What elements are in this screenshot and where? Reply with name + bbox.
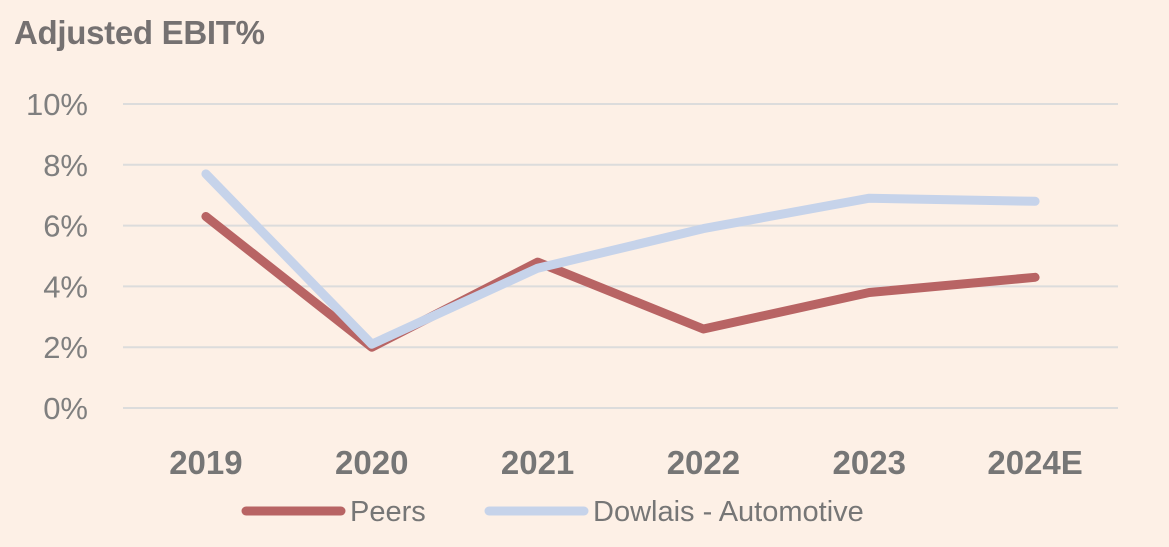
y-tick-label: 2% xyxy=(43,330,88,365)
chart-title: Adjusted EBIT% xyxy=(14,14,265,51)
legend-label: Peers xyxy=(350,496,426,528)
y-tick-label: 8% xyxy=(43,148,88,183)
y-tick-label: 0% xyxy=(43,391,88,426)
legend: Peers Dowlais - Automotive xyxy=(241,496,864,528)
x-tick-label: 2022 xyxy=(667,444,740,481)
y-tick-label: 6% xyxy=(43,209,88,244)
series-lines xyxy=(201,169,1040,352)
x-tick-label: 2024E xyxy=(987,444,1082,481)
x-tick-label: 2020 xyxy=(335,444,408,481)
y-tick-label: 10% xyxy=(26,87,88,122)
grid-lines xyxy=(123,103,1118,409)
series-line-0 xyxy=(201,212,1040,352)
x-tick-label: 2021 xyxy=(501,444,574,481)
y-axis-ticks: 0% 2% 4% 6% 8% 10% xyxy=(26,87,88,426)
series-line-1 xyxy=(201,169,1040,349)
x-tick-label: 2019 xyxy=(169,444,242,481)
y-tick-label: 4% xyxy=(43,269,88,304)
x-axis-ticks: 2019 2020 2021 2022 2023 2024E xyxy=(169,444,1083,481)
x-tick-label: 2023 xyxy=(833,444,906,481)
legend-label: Dowlais - Automotive xyxy=(593,496,864,528)
